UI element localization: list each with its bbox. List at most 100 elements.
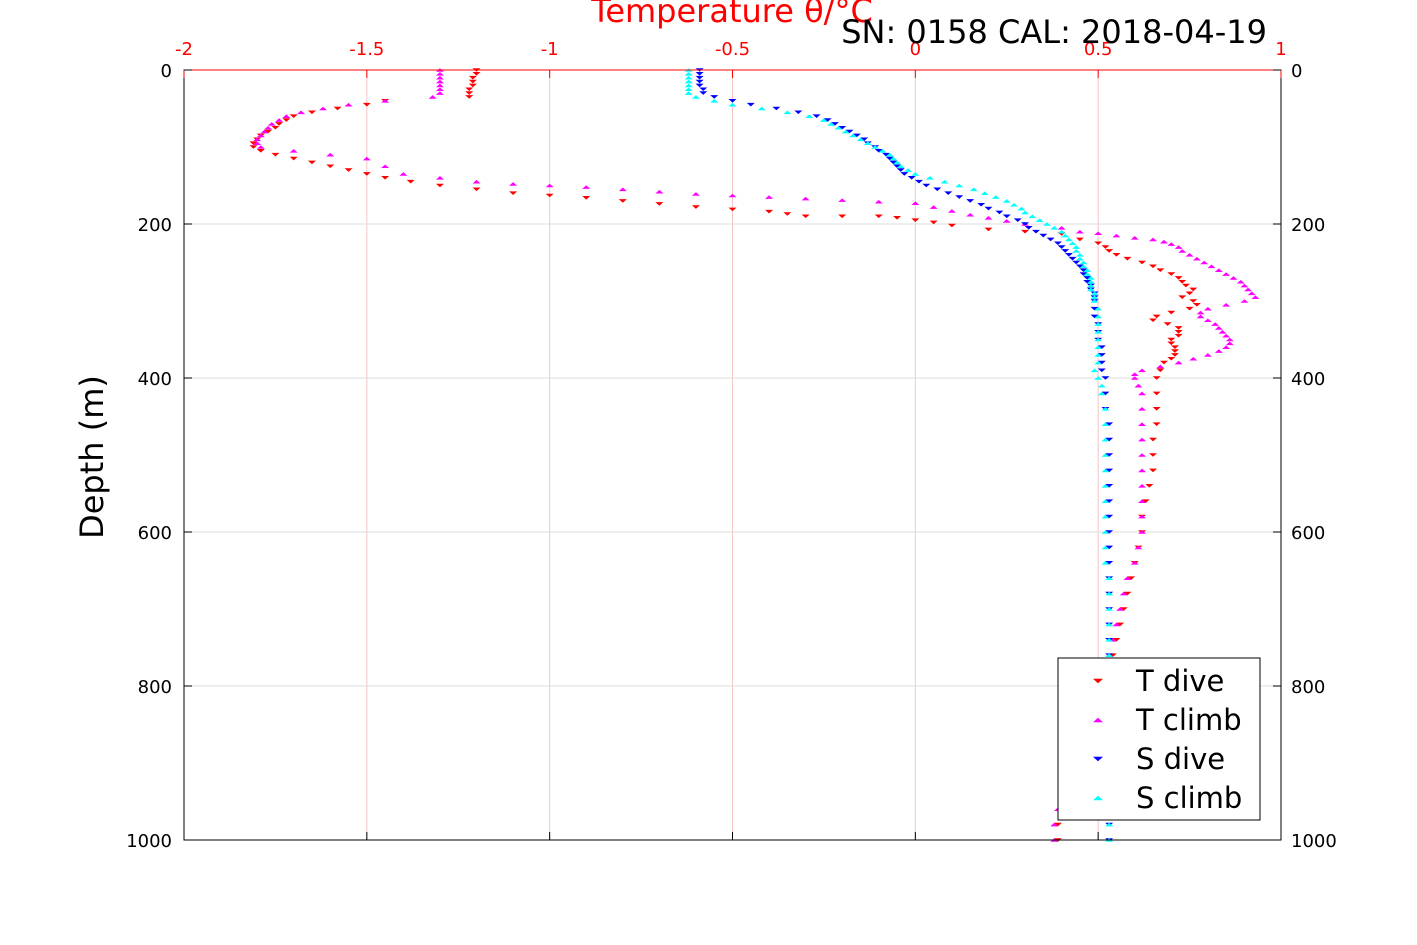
x-tick-label: -1 [541,39,559,60]
marker-s-dive [728,99,737,103]
marker-s-dive [889,160,898,165]
marker-t-dive [1152,314,1161,319]
marker-s-climb [1101,514,1110,519]
marker-s-climb [1101,453,1110,457]
marker-s-dive [1083,276,1092,280]
marker-s-climb [1079,260,1088,265]
marker-t-climb [1094,231,1103,236]
marker-t-dive [1178,295,1187,299]
marker-t-climb [1244,287,1253,292]
marker-s-climb [827,122,836,126]
marker-s-dive [1105,484,1114,488]
legend-label-s-climb: S climb [1136,781,1242,815]
marker-t-dive [545,193,554,198]
marker-s-climb [684,79,693,84]
marker-t-climb [297,110,306,115]
marker-s-climb [1075,253,1084,257]
marker-s-dive [1105,437,1114,442]
marker-s-dive [955,195,964,199]
marker-s-climb [889,156,898,161]
marker-t-dive [1094,241,1103,246]
marker-t-dive [1101,245,1110,249]
marker-s-climb [1010,202,1019,207]
marker-t-climb [1189,356,1198,361]
marker-t-dive [509,191,518,195]
y-tick-label-right: 1000 [1291,831,1337,852]
marker-t-dive [1053,822,1062,827]
marker-s-climb [878,149,887,153]
marker-t-dive [1149,453,1158,457]
marker-t-dive [289,156,298,161]
series-s-dive [695,68,1114,842]
marker-t-climb [1112,622,1121,627]
marker-t-climb [801,196,810,201]
marker-s-climb [834,125,843,130]
marker-t-climb [1240,283,1249,288]
marker-s-climb [911,172,920,176]
chart-title: Temperature θ/°C [590,0,873,30]
marker-s-dive [995,210,1004,215]
marker-t-climb [1207,264,1216,269]
marker-t-dive [275,122,284,126]
marker-t-climb [509,182,518,186]
marker-t-climb [256,145,265,149]
marker-t-climb [318,106,327,111]
marker-s-climb [783,110,792,115]
legend-box [1057,657,1261,821]
marker-t-dive [874,214,883,219]
marker-t-climb [1138,484,1147,488]
marker-s-climb [1094,306,1103,311]
data-markers [249,68,1260,842]
marker-t-dive [1152,422,1161,426]
marker-t-dive [465,87,474,92]
marker-s-dive [896,168,905,172]
marker-s-dive [1105,453,1114,457]
marker-s-climb [871,145,880,149]
marker-s-dive [885,156,894,161]
x-tick-label: 0 [910,39,921,60]
marker-s-dive [1079,272,1088,276]
marker-t-dive [1174,330,1183,334]
marker-t-dive [1189,287,1198,292]
marker-s-dive [1079,268,1088,272]
marker-t-climb [947,209,956,213]
marker-s-climb [1050,226,1059,230]
marker-s-climb [1002,199,1011,203]
marker-t-dive [947,223,956,228]
marker-s-climb [684,72,693,76]
marker-t-climb [1138,499,1147,503]
marker-t-climb [435,72,444,76]
marker-s-climb [1064,237,1073,242]
y-tick-label-left: 200 [138,215,172,236]
marker-t-dive [618,199,627,203]
y-tick-label-left: 0 [161,61,172,82]
marker-t-climb [256,133,265,138]
marker-s-climb [863,141,872,145]
marker-t-climb [275,118,284,122]
marker-s-dive [1064,253,1073,257]
marker-t-climb [1116,607,1125,611]
marker-t-climb [472,179,481,184]
marker-t-dive [271,125,280,130]
marker-t-climb [1138,514,1147,519]
marker-t-climb [1203,306,1212,311]
marker-t-dive [1170,349,1179,353]
marker-t-dive [1167,356,1176,361]
marker-t-dive [1174,276,1183,280]
marker-t-climb [1236,279,1245,284]
marker-t-climb [1174,245,1183,249]
marker-t-dive [801,214,810,219]
marker-s-dive [1105,561,1114,565]
y-tick-label-right: 600 [1291,523,1325,544]
marker-t-dive [1189,299,1198,303]
marker-s-dive [860,137,869,142]
marker-s-dive [882,152,891,157]
marker-s-climb [969,187,978,192]
marker-t-dive [282,118,291,122]
marker-s-dive [874,149,883,153]
marker-t-climb [1138,468,1147,473]
marker-t-climb [435,83,444,88]
marker-t-climb [289,149,298,153]
marker-t-climb [838,198,847,202]
marker-t-climb [1156,364,1165,369]
